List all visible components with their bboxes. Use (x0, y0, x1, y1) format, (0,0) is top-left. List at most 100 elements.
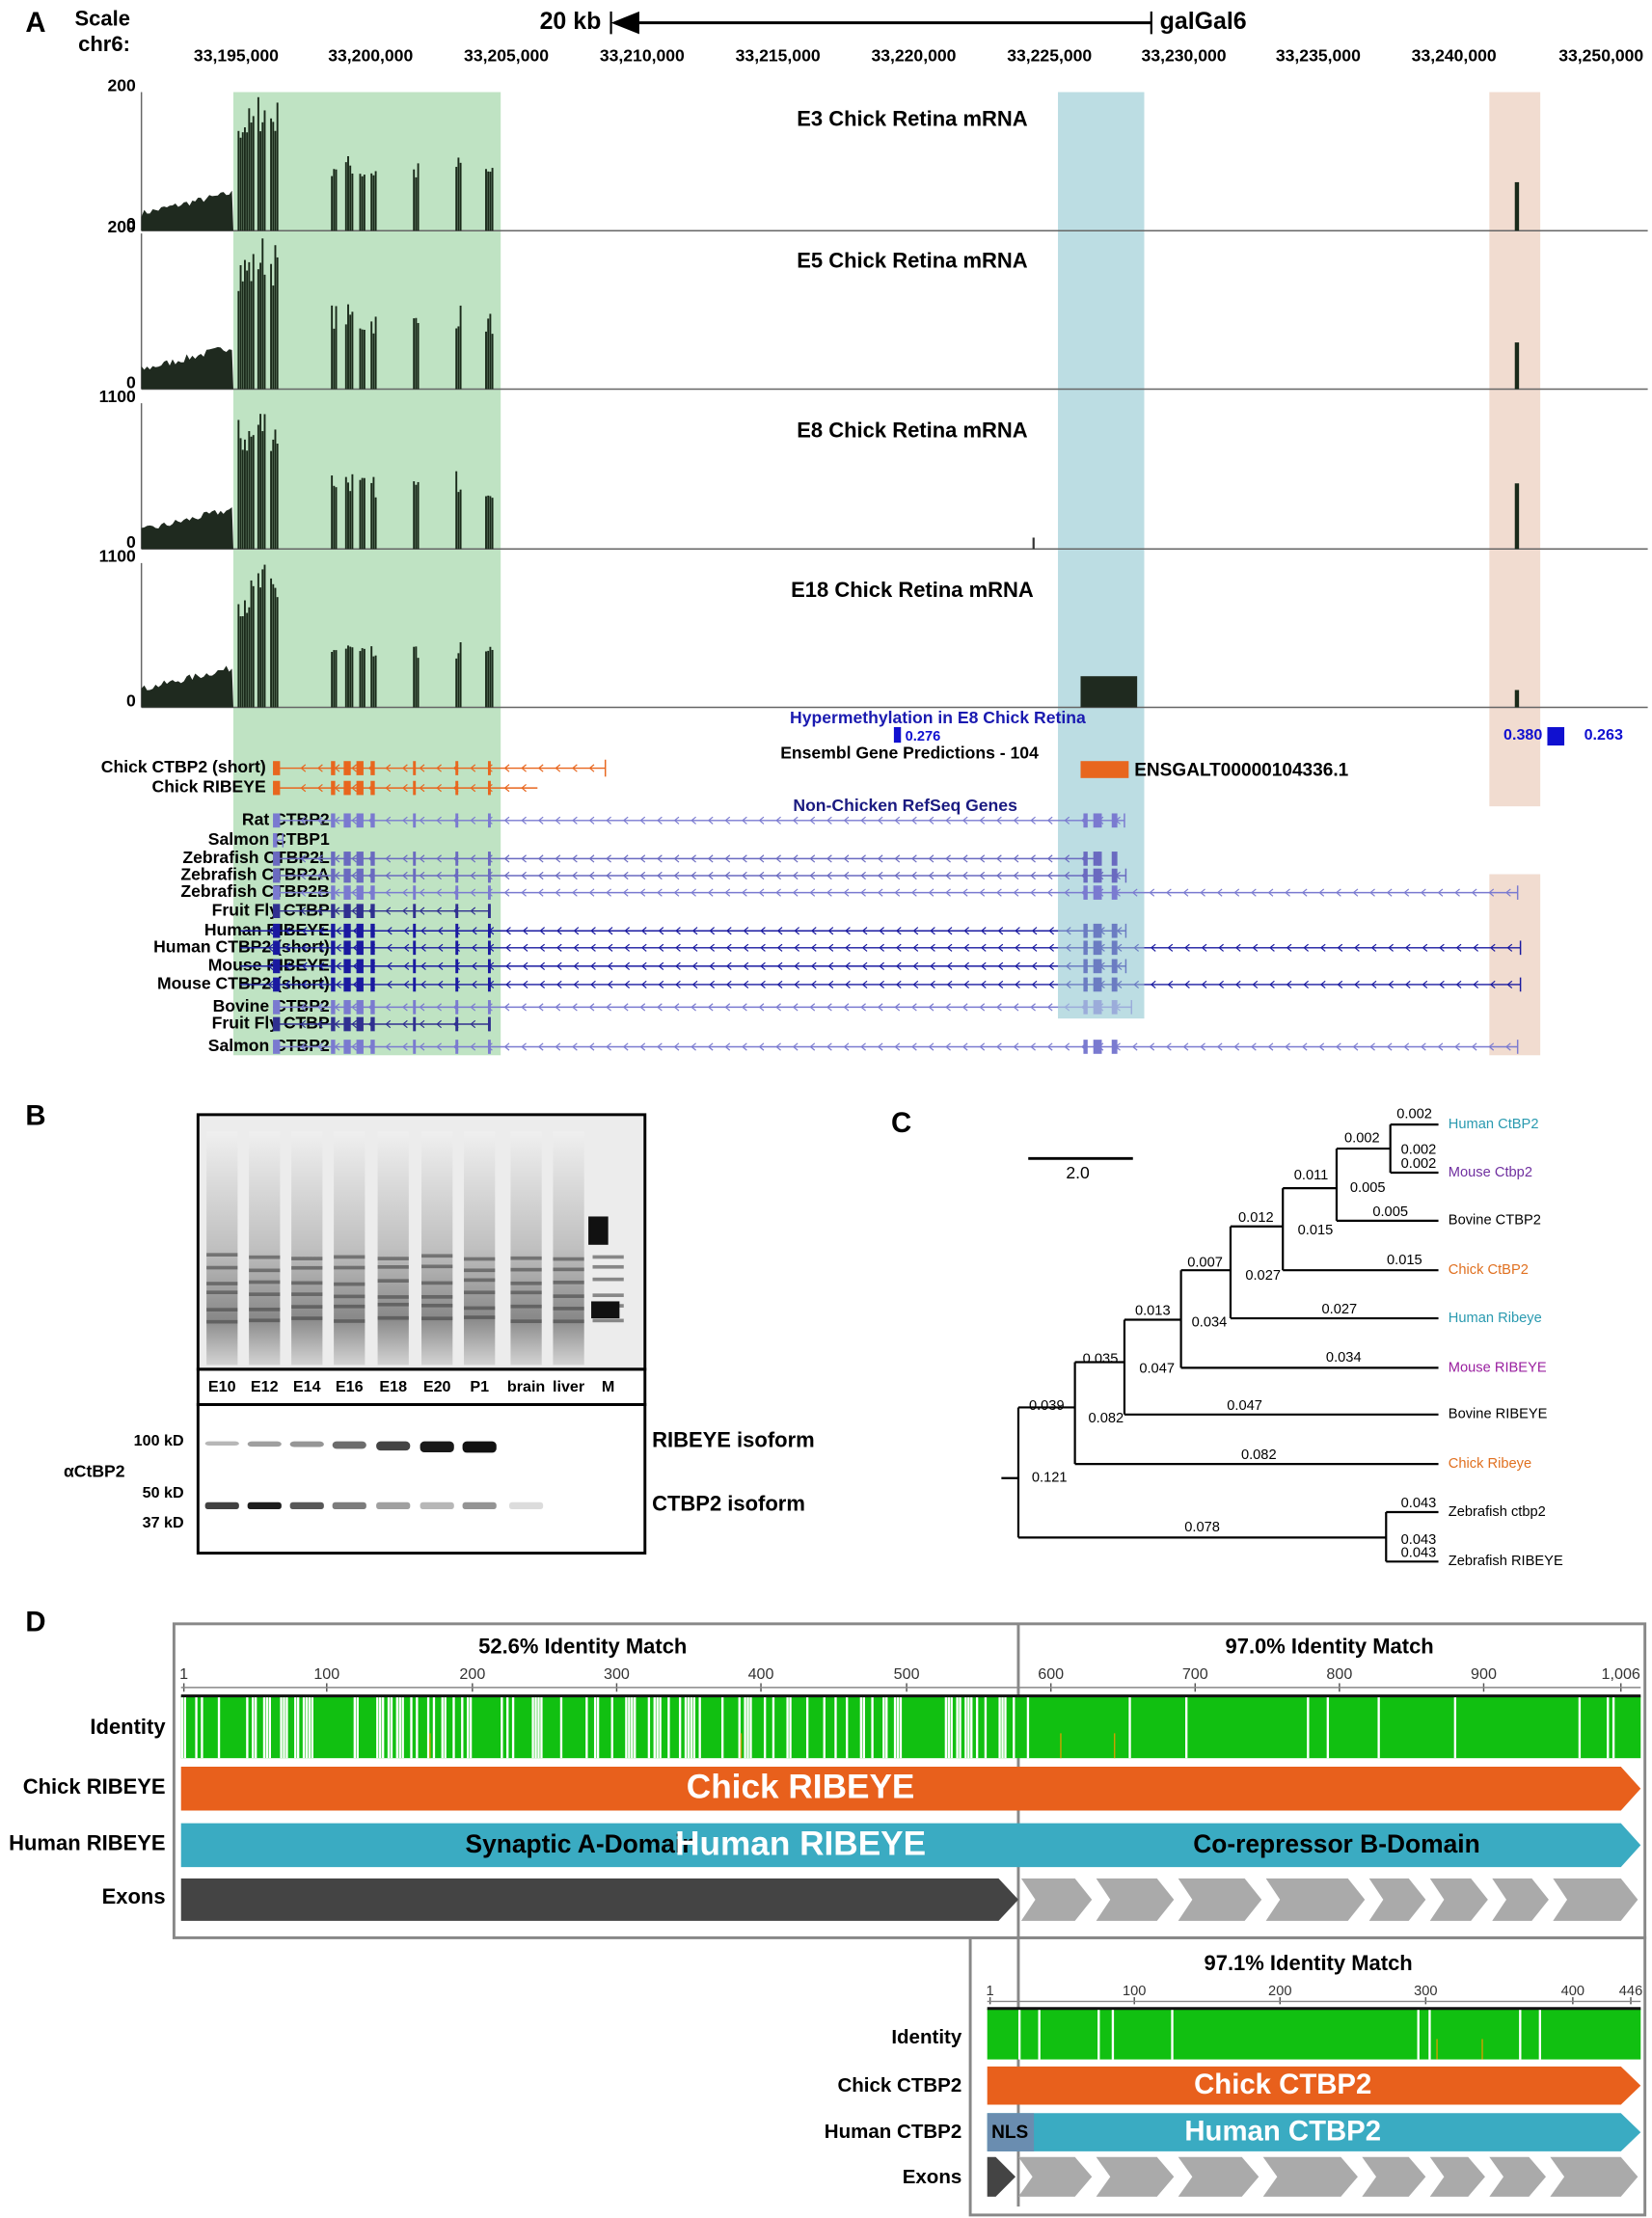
gene-strand (775, 854, 781, 863)
gene-strand (657, 1042, 663, 1051)
gene-strand (436, 871, 442, 880)
identity-gap (252, 1697, 255, 1759)
gene-strand (775, 816, 781, 825)
gene-strand (572, 888, 578, 897)
label: 0.078 (1184, 1520, 1220, 1535)
highlight (1058, 907, 1145, 1019)
gene-strand (334, 816, 340, 825)
coverage (257, 96, 259, 231)
coverage (487, 650, 490, 708)
gene-strand (1064, 816, 1070, 825)
gene-strand (317, 1042, 323, 1051)
label: Mouse Ctbp2 (1449, 1165, 1532, 1180)
label: 1100 (99, 547, 136, 566)
coverage (270, 578, 273, 708)
gel-band (291, 1316, 323, 1320)
label: 0.121 (1032, 1471, 1068, 1486)
coverage (1514, 181, 1520, 231)
exon (1096, 2156, 1175, 2197)
coverage (331, 651, 334, 708)
gene-strand (1471, 888, 1477, 897)
gene-strand (471, 927, 477, 935)
coverage (248, 108, 251, 231)
exon (1083, 868, 1088, 883)
coverage (455, 328, 458, 390)
gene-strand (1370, 943, 1377, 952)
gene-strand (317, 871, 323, 880)
label: 300 (1414, 1984, 1437, 1999)
label: Identity (90, 1715, 166, 1739)
identity-gap (899, 1697, 903, 1759)
coverage (363, 175, 366, 231)
identity-gap (217, 1697, 221, 1759)
label: 33,225,000 (1007, 45, 1092, 65)
gene-strand (657, 816, 663, 825)
coverage (489, 313, 492, 390)
identity-gap (823, 1697, 826, 1759)
label: 900 (1471, 1665, 1497, 1683)
label: 33,210,000 (600, 45, 685, 65)
gene-strand (1455, 943, 1462, 952)
identity-gap (944, 1697, 948, 1759)
gene-strand (1046, 816, 1053, 825)
exon (1262, 2156, 1358, 2197)
gene-strand (521, 783, 527, 793)
coverage (272, 583, 275, 708)
gene-strand (657, 888, 663, 897)
gene-strand (776, 961, 783, 970)
gene-strand (1234, 943, 1241, 952)
gel-band (510, 1267, 542, 1272)
gene-strand (826, 888, 832, 897)
identity-gap (585, 1697, 588, 1759)
gene-strand (1167, 943, 1174, 952)
identity-gap (501, 1697, 503, 1759)
exon (487, 813, 491, 828)
gel-band (291, 1265, 323, 1270)
gene-strand (1200, 1042, 1205, 1051)
identity-gap (180, 1697, 184, 1759)
identity-gap (596, 1697, 600, 1759)
coverage (257, 269, 259, 390)
coverage (485, 169, 487, 231)
coverage (239, 264, 242, 390)
gene-strand (877, 854, 883, 863)
exon (413, 959, 417, 974)
gel-band (510, 1319, 542, 1323)
coverage (370, 173, 373, 231)
gene-strand (1252, 980, 1259, 989)
coverage (335, 487, 338, 550)
identity-gap (1111, 2010, 1115, 2060)
gene-strand (980, 943, 987, 952)
gene-strand (301, 980, 308, 989)
label: 33,230,000 (1142, 45, 1227, 65)
coverage (457, 157, 460, 231)
label: Chick RIBEYE (23, 1774, 166, 1799)
blot-band (420, 1441, 454, 1453)
label: 600 (1038, 1665, 1064, 1683)
label: C (891, 1107, 911, 1139)
gene-strand (1030, 871, 1036, 880)
exon (370, 813, 375, 828)
coverage (261, 122, 264, 231)
exon (1093, 1040, 1102, 1054)
gene-strand (1064, 871, 1070, 880)
gene-strand (1048, 980, 1054, 989)
gene-strand (860, 1003, 866, 1012)
gene-strand (1336, 888, 1341, 897)
gene-strand (555, 888, 561, 897)
gene-strand (996, 1003, 1002, 1012)
coverage (243, 600, 246, 708)
coverage (248, 607, 251, 708)
gel-band (464, 1257, 496, 1261)
gene-strand (436, 888, 442, 897)
gene-strand (572, 764, 578, 772)
gene-strand (895, 961, 902, 970)
gene-strand (691, 816, 696, 825)
label: E10 (208, 1378, 236, 1395)
identity-bar (1017, 1695, 1641, 1759)
gel-band (553, 1319, 584, 1324)
gene-strand (639, 888, 646, 897)
nls (987, 2113, 1035, 2151)
gene-strand (1473, 980, 1478, 989)
gene-strand (1233, 888, 1240, 897)
